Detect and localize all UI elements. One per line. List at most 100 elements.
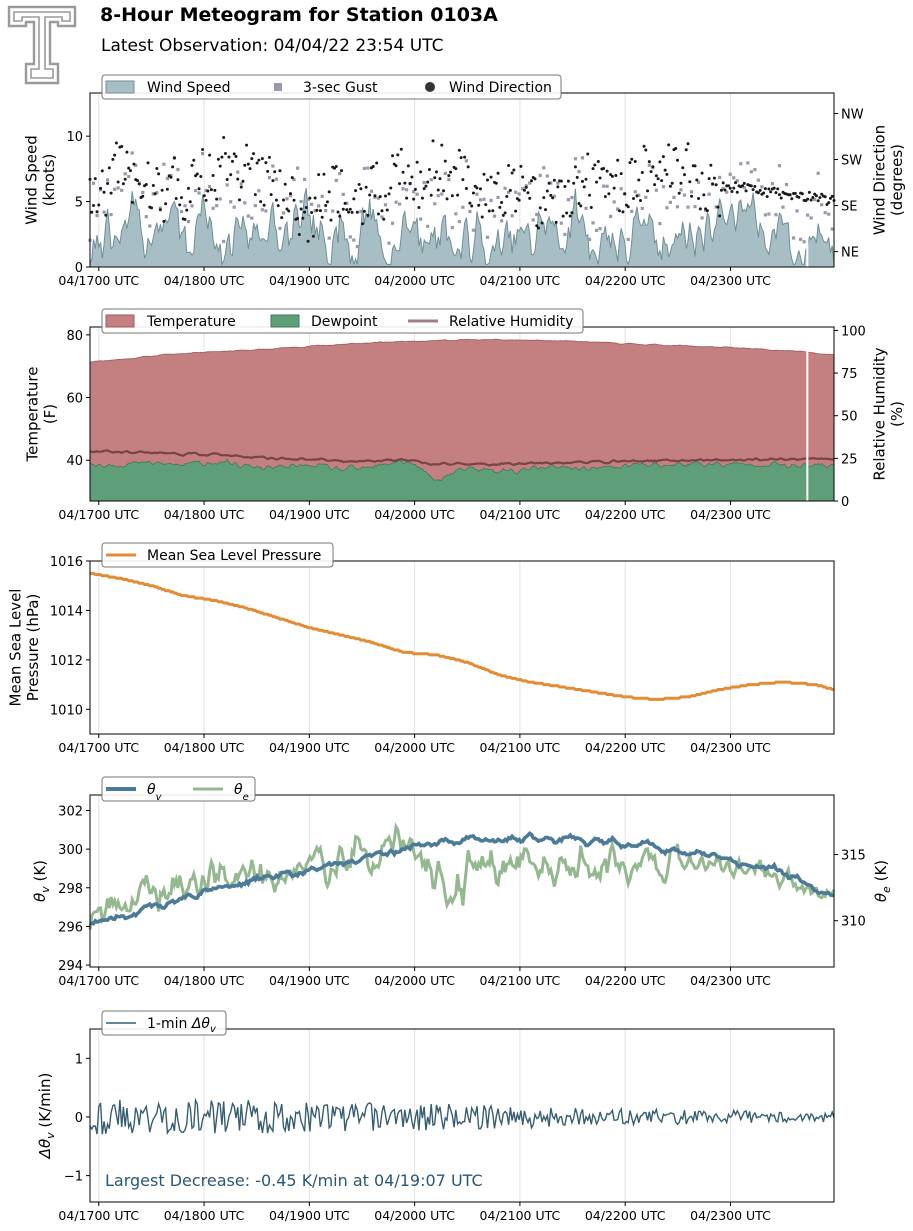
direction-mark bbox=[199, 174, 203, 178]
gust-mark bbox=[478, 198, 483, 202]
x-tick-label: 04/1800 UTC bbox=[164, 1208, 245, 1223]
gust-mark bbox=[450, 226, 454, 230]
gust-mark bbox=[288, 194, 293, 198]
gust-mark bbox=[686, 205, 690, 209]
legend-swatch bbox=[105, 314, 135, 328]
gust-mark bbox=[672, 195, 676, 200]
gust-mark bbox=[791, 236, 796, 240]
direction-mark bbox=[362, 209, 366, 213]
direction-mark bbox=[718, 214, 722, 218]
x-tick-label: 04/2300 UTC bbox=[690, 507, 771, 522]
y-tick-label: −1 bbox=[64, 1170, 83, 1185]
direction-mark bbox=[443, 159, 447, 163]
wind-speed-line bbox=[89, 187, 835, 267]
plot-border bbox=[89, 560, 835, 735]
gust-mark bbox=[732, 176, 736, 180]
direction-mark bbox=[179, 196, 183, 200]
gust-mark bbox=[598, 227, 602, 231]
direction-mark bbox=[688, 180, 692, 184]
direction-mark bbox=[216, 157, 220, 161]
legend: Mean Sea Level Pressure bbox=[101, 542, 334, 568]
direction-mark bbox=[820, 192, 824, 196]
direction-mark bbox=[311, 234, 315, 238]
direction-mark bbox=[93, 177, 97, 181]
direction-mark bbox=[315, 208, 319, 212]
gust-mark bbox=[774, 213, 778, 217]
y-tick-label: 0 bbox=[75, 261, 83, 276]
direction-mark bbox=[415, 160, 419, 164]
direction-mark bbox=[753, 185, 757, 189]
direction-mark bbox=[561, 214, 565, 218]
direction-mark bbox=[697, 196, 701, 200]
direction-mark bbox=[292, 198, 296, 202]
x-tick-label: 04/2200 UTC bbox=[585, 507, 666, 522]
direction-mark bbox=[243, 163, 247, 167]
y-axis-label-line: (F) bbox=[41, 404, 59, 424]
direction-mark bbox=[758, 188, 762, 192]
direction-mark bbox=[595, 180, 599, 184]
legend-box bbox=[101, 308, 584, 334]
gust-mark bbox=[507, 190, 511, 194]
direction-mark bbox=[466, 165, 470, 169]
direction-mark bbox=[459, 156, 463, 160]
direction-mark bbox=[137, 182, 141, 186]
gust-mark bbox=[292, 177, 296, 182]
gust-mark bbox=[422, 180, 426, 185]
x-tick-label: 04/1900 UTC bbox=[269, 273, 350, 288]
direction-mark bbox=[809, 198, 813, 202]
direction-mark bbox=[677, 191, 681, 195]
direction-mark bbox=[280, 216, 284, 220]
y-tick-label: 60 bbox=[66, 392, 83, 407]
largest-decrease-annotation: Largest Decrease: -0.45 K/min at 04/19:0… bbox=[105, 1171, 483, 1190]
gust-mark bbox=[485, 235, 490, 239]
gust-mark bbox=[176, 167, 180, 172]
direction-mark bbox=[120, 145, 124, 149]
direction-mark bbox=[635, 194, 639, 198]
direction-mark bbox=[547, 181, 551, 185]
direction-mark bbox=[274, 198, 278, 202]
direction-mark bbox=[424, 184, 428, 188]
gust-mark bbox=[517, 192, 521, 196]
gust-mark bbox=[443, 171, 447, 175]
gust-mark bbox=[260, 208, 264, 212]
direction-mark bbox=[679, 181, 683, 185]
gust-mark bbox=[749, 170, 753, 174]
direction-mark bbox=[334, 164, 338, 168]
direction-mark bbox=[90, 210, 94, 214]
x-tick-label: 04/2300 UTC bbox=[690, 973, 771, 988]
direction-mark bbox=[427, 168, 431, 172]
gust-mark bbox=[334, 178, 338, 183]
gust-mark bbox=[784, 182, 789, 187]
direction-mark bbox=[176, 178, 180, 182]
direction-mark bbox=[125, 150, 129, 154]
direction-mark bbox=[164, 202, 168, 206]
gust-mark bbox=[215, 204, 219, 208]
direction-mark bbox=[454, 167, 458, 171]
gust-mark bbox=[267, 176, 272, 180]
gust-mark bbox=[693, 204, 697, 209]
x-tick-label: 04/2000 UTC bbox=[374, 973, 455, 988]
gust-mark bbox=[552, 194, 556, 198]
legend-box bbox=[101, 542, 334, 568]
direction-mark bbox=[350, 210, 354, 214]
direction-mark bbox=[542, 196, 546, 200]
y-axis-label-line: Temperature bbox=[24, 366, 42, 462]
y-tick-label: 302 bbox=[58, 804, 83, 819]
gust-mark bbox=[401, 187, 405, 191]
legend-label: Relative Humidity bbox=[449, 314, 573, 330]
direction-mark bbox=[391, 154, 395, 158]
direction-mark bbox=[341, 207, 345, 211]
direction-mark bbox=[157, 172, 161, 176]
direction-mark bbox=[507, 164, 511, 168]
direction-mark bbox=[617, 209, 621, 213]
gust-mark bbox=[471, 228, 476, 232]
direction-mark bbox=[484, 203, 488, 207]
direction-mark bbox=[487, 209, 491, 213]
direction-mark bbox=[491, 209, 495, 213]
direction-mark bbox=[463, 155, 467, 159]
y-tick-label: 294 bbox=[58, 959, 83, 974]
direction-mark bbox=[245, 143, 249, 147]
direction-mark bbox=[767, 187, 771, 191]
y-tick-label: 1 bbox=[75, 1052, 83, 1067]
gust-mark bbox=[186, 219, 191, 224]
